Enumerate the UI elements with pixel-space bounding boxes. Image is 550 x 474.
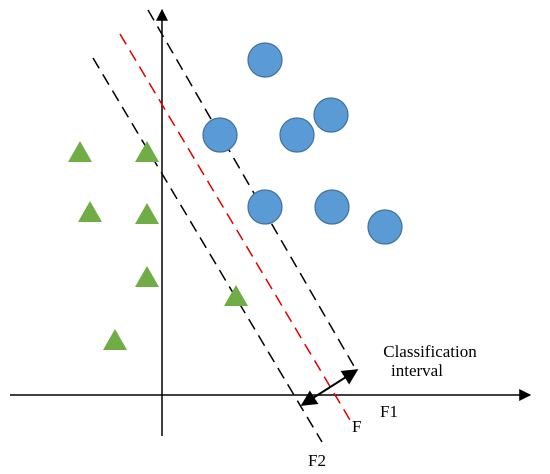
line-label: F (352, 417, 361, 436)
triangle-point (103, 329, 127, 350)
circle-point (247, 189, 283, 225)
decision-line-f (119, 33, 351, 421)
margin-line-f1 (147, 9, 356, 369)
triangle-point (135, 266, 159, 287)
interval-label: Classification (383, 342, 477, 361)
class-circles (202, 42, 403, 245)
margin-line-f2 (92, 57, 323, 443)
triangle-point (68, 141, 92, 162)
line-label: F2 (308, 451, 326, 470)
triangle-point (78, 201, 102, 222)
circle-point (314, 189, 350, 225)
circle-point (279, 117, 315, 153)
line-label: F1 (380, 402, 398, 421)
triangle-point (135, 141, 159, 162)
class-triangles (68, 141, 248, 350)
triangle-point (135, 203, 159, 224)
circle-point (202, 117, 238, 153)
circle-point (367, 209, 403, 245)
circle-point (313, 97, 349, 133)
triangle-point (224, 285, 248, 306)
circle-point (247, 42, 283, 78)
interval-arrow (300, 369, 359, 406)
interval-label: interval (391, 361, 443, 380)
